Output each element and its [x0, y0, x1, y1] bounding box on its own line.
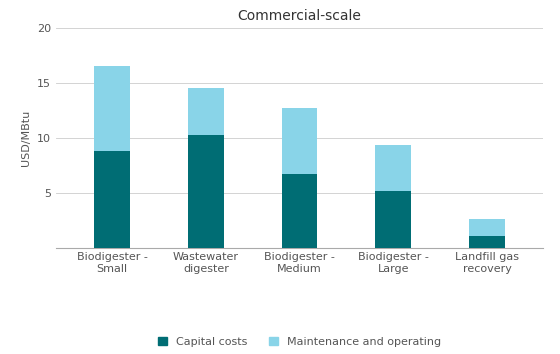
- Bar: [376, 191, 411, 248]
- Bar: [469, 219, 505, 236]
- Bar: [282, 174, 318, 248]
- Bar: [188, 87, 223, 135]
- Bar: [376, 145, 411, 191]
- Bar: [95, 65, 130, 151]
- Bar: [95, 151, 130, 248]
- Bar: [282, 108, 318, 174]
- Title: Commercial-scale: Commercial-scale: [237, 9, 362, 23]
- Bar: [188, 135, 223, 248]
- Bar: [469, 236, 505, 248]
- Y-axis label: USD/MBtu: USD/MBtu: [21, 110, 31, 166]
- Legend: Capital costs, Maintenance and operating: Capital costs, Maintenance and operating: [158, 337, 441, 347]
